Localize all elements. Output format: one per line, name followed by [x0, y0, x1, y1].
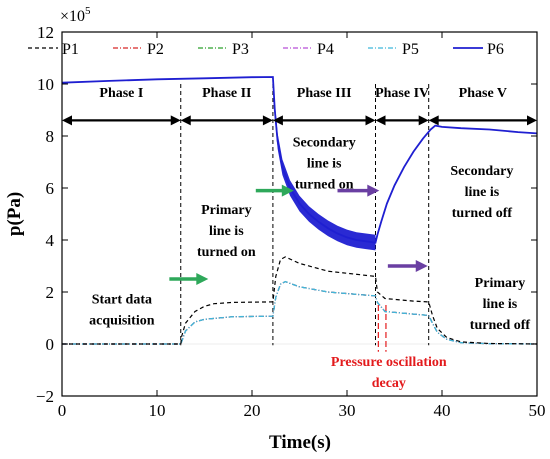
- annotation-line: line is: [465, 185, 500, 200]
- series-line-p1: [62, 256, 537, 345]
- phase-label-5: Phase V: [459, 86, 507, 101]
- phase-arrowhead-right-2: [262, 115, 273, 126]
- phase-arrowhead-left-1: [62, 115, 72, 126]
- legend-label-p5: P5: [402, 41, 419, 58]
- y-multiplier-base: ×10: [60, 8, 85, 25]
- y-tick-label: 4: [46, 231, 55, 250]
- x-axis-title: Time(s): [269, 432, 331, 453]
- annotation-layer: Phase I Phase II Phase III Phase IV Phase V S…: [62, 86, 537, 391]
- annotation-line: decay: [372, 376, 406, 391]
- legend-label-p2: P2: [147, 41, 164, 58]
- annotation-line: Secondary: [293, 135, 356, 150]
- x-tick-label: 20: [244, 401, 261, 420]
- y-tick-label: 12: [37, 23, 54, 42]
- annotation-line: Primary: [201, 203, 252, 218]
- annotation-3: Secondary line is turned on: [293, 135, 356, 192]
- annotation-2: Primary line is turned on: [197, 203, 256, 260]
- annotation-1: Start data acquisition: [89, 293, 155, 329]
- event-arrowhead-4: [415, 260, 428, 272]
- phase-arrowhead-left-4: [375, 115, 386, 126]
- y-multiplier-label: ×105: [60, 5, 91, 25]
- phase-arrowhead-left-2: [180, 115, 191, 126]
- series-line-p5: [62, 280, 537, 345]
- annotation-4: Secondary line is turned off: [450, 164, 513, 221]
- y-tick-label: 10: [37, 75, 54, 94]
- phase-label-1: Phase I: [99, 86, 143, 101]
- x-tick-label: 10: [149, 401, 166, 420]
- annotation-5: Primary line is turned off: [470, 276, 531, 333]
- y-tick-label: 2: [46, 283, 55, 302]
- x-tick-label: 0: [58, 401, 67, 420]
- phase-arrowhead-right-1: [170, 115, 181, 126]
- annotation-line: Pressure oscillation: [331, 355, 447, 370]
- annotation-line: Secondary: [450, 164, 513, 179]
- phase-arrowhead-right-4: [418, 115, 429, 126]
- annotation-line: line is: [209, 224, 244, 239]
- series-line-p6: [62, 76, 537, 244]
- phase-label-4: Phase IV: [375, 86, 429, 101]
- phase-arrowhead-right-3: [365, 115, 376, 126]
- phase-label-2: Phase II: [202, 86, 251, 101]
- phase-arrowhead-left-5: [428, 115, 439, 126]
- annotation-line: Start data: [92, 293, 152, 308]
- series-band-p6: [274, 102, 376, 251]
- y-tick-label: 8: [46, 127, 55, 146]
- annotation-line: line is: [307, 156, 342, 171]
- y-multiplier-exponent: 5: [85, 5, 91, 17]
- legend: P1 P2 P3 P4 P5 P6: [28, 41, 504, 58]
- x-tick-label: 50: [529, 401, 546, 420]
- annotation-line: turned on: [197, 245, 256, 260]
- y-axis-title: p(Pa): [4, 192, 25, 236]
- x-tick-label: 30: [339, 401, 356, 420]
- legend-label-p6: P6: [487, 41, 504, 58]
- phase-label-3: Phase III: [297, 86, 352, 101]
- event-arrowhead-1: [196, 273, 209, 285]
- x-tick-label: 40: [434, 401, 451, 420]
- event-arrowhead-2: [281, 184, 294, 197]
- phase-arrowhead-right-5: [527, 115, 537, 126]
- annotation-line: line is: [483, 297, 518, 312]
- annotation-6: Pressure oscillation decay: [331, 355, 447, 391]
- annotation-line: turned off: [452, 206, 513, 221]
- phase-arrowhead-left-3: [272, 115, 283, 126]
- y-tick-label: 0: [46, 335, 55, 354]
- series-layer: [62, 76, 537, 345]
- annotation-line: Primary: [475, 276, 526, 291]
- plot-frame: [61, 31, 538, 397]
- y-tick-label: 6: [46, 179, 55, 198]
- annotation-line: acquisition: [89, 314, 155, 329]
- event-arrowhead-3: [367, 184, 380, 197]
- legend-label-p1: P1: [62, 41, 79, 58]
- legend-label-p4: P4: [317, 41, 334, 58]
- legend-label-p3: P3: [232, 41, 249, 58]
- annotation-line: turned on: [295, 177, 354, 192]
- y-tick-label: −2: [36, 387, 54, 406]
- annotation-line: turned off: [470, 318, 531, 333]
